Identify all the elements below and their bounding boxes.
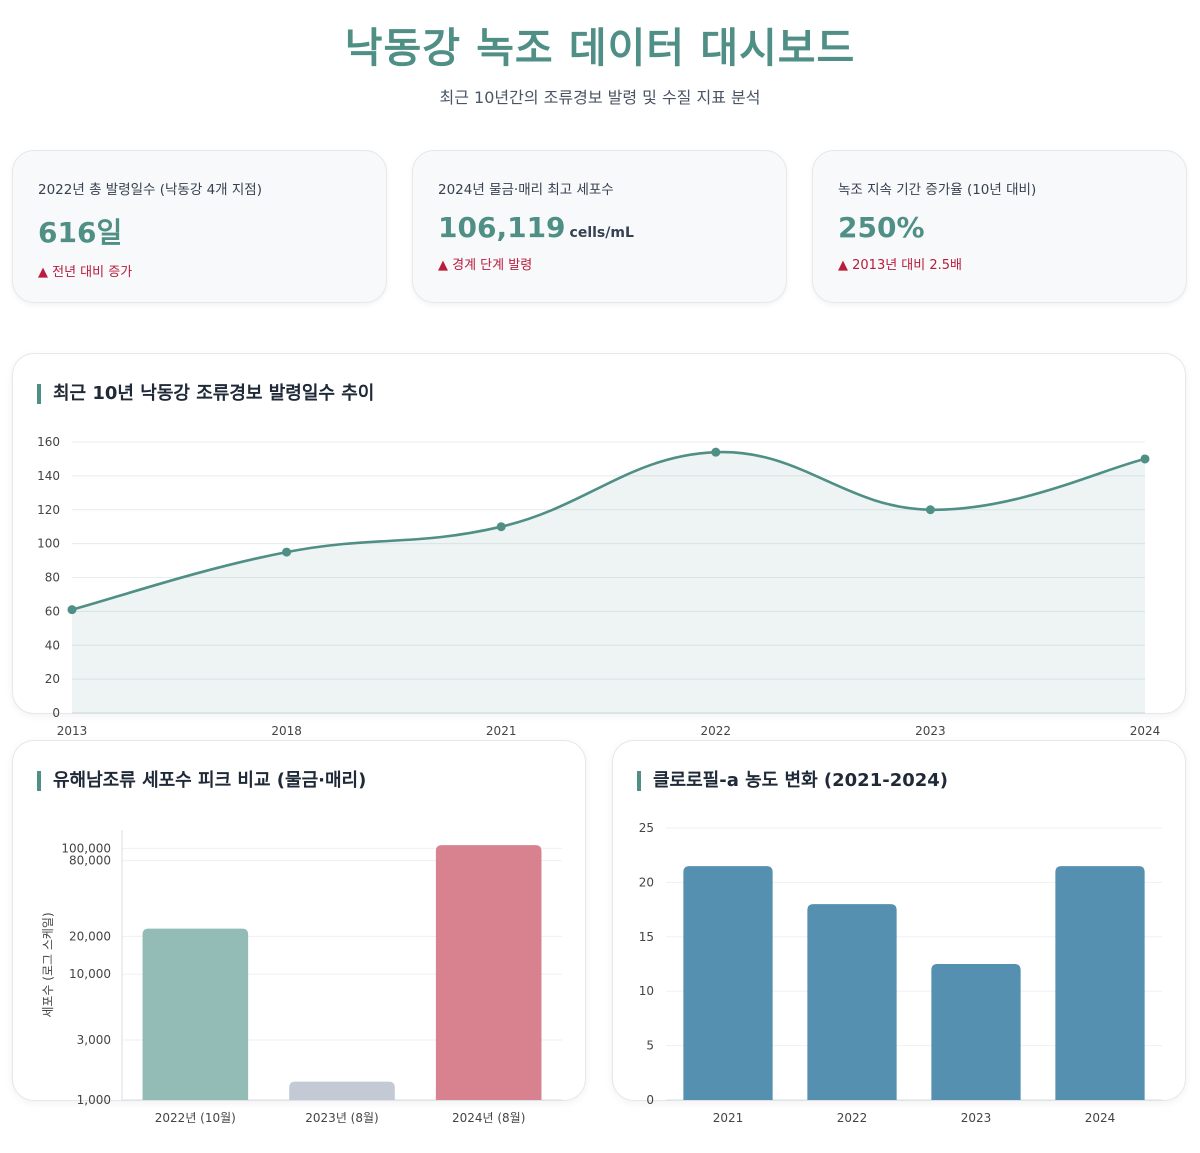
y-tick-label: 80,000 — [69, 854, 111, 868]
x-tick-label: 2023년 (8월) — [305, 1111, 378, 1125]
x-tick-label: 2024 — [1130, 724, 1161, 738]
data-point — [496, 522, 506, 532]
y-tick-label: 60 — [45, 604, 60, 618]
bar — [289, 1081, 395, 1100]
page-subtitle: 최근 10년간의 조류경보 발령 및 수질 지표 분석 — [439, 88, 761, 107]
x-tick-label: 2023 — [915, 724, 946, 738]
kpi-card-cell-count: 2024년 물금·매리 최고 세포수 106,119 cells/mL ▲ 경계 … — [412, 150, 787, 303]
y-tick-label: 140 — [37, 469, 60, 483]
data-point — [1140, 454, 1150, 464]
y-tick-label: 0 — [52, 706, 60, 720]
y-tick-label: 1,000 — [77, 1093, 111, 1107]
series-line — [71, 450, 1146, 611]
kpi-value: 616일 — [38, 216, 123, 249]
y-tick-label: 100,000 — [61, 841, 111, 855]
x-tick-label: 2024 — [1085, 1111, 1116, 1125]
kpi-value: 106,119 — [438, 211, 566, 244]
page-title: 낙동강 녹조 데이터 대시보드 — [344, 24, 856, 72]
chlorophyll-chart-title: 클로로필-a 농도 변화 (2021-2024) — [637, 771, 948, 791]
trend-chart-card: 최근 10년 낙동강 조류경보 발령일수 추이 — [12, 353, 1186, 714]
x-tick-label: 2021 — [486, 724, 517, 738]
kpi-card-alert-days: 2022년 총 발령일수 (낙동강 4개 지점) 616일 ▲ 전년 대비 증가 — [12, 150, 387, 303]
y-axis-label: 세포수 (로그 스케일) — [41, 912, 55, 1017]
kpi-change: ▲ 2013년 대비 2.5배 — [838, 258, 962, 273]
data-point — [711, 447, 721, 457]
bar — [435, 845, 542, 1100]
bar — [807, 904, 897, 1100]
y-tick-label: 20,000 — [69, 929, 111, 943]
y-tick-label: 80 — [45, 571, 60, 585]
data-point — [67, 605, 77, 615]
bar — [683, 866, 773, 1100]
kpi-label: 녹조 지속 기간 증가율 (10년 대비) — [838, 182, 1037, 198]
y-tick-label: 100 — [37, 537, 60, 551]
y-tick-label: 10,000 — [69, 967, 111, 981]
y-tick-label: 0 — [646, 1093, 654, 1107]
x-tick-label: 2013 — [57, 724, 88, 738]
page-header: 낙동강 녹조 데이터 대시보드 최근 10년간의 조류경보 발령 및 수질 지표… — [0, 14, 1200, 108]
kpi-change: ▲ 경계 단계 발령 — [438, 258, 533, 273]
y-tick-label: 3,000 — [77, 1033, 111, 1047]
kpi-change: ▲ 전년 대비 증가 — [38, 265, 133, 280]
y-tick-label: 10 — [639, 984, 654, 998]
y-tick-label: 20 — [639, 875, 654, 889]
x-tick-label: 2024년 (8월) — [452, 1111, 525, 1125]
x-tick-label: 2022 — [837, 1111, 868, 1125]
kpi-label: 2024년 물금·매리 최고 세포수 — [438, 182, 614, 198]
cell-count-chart-title: 유해남조류 세포수 피크 비교 (물금·매리) — [37, 771, 366, 791]
kpi-unit: cells/mL — [569, 225, 634, 241]
y-tick-label: 160 — [37, 435, 60, 449]
x-tick-label: 2018 — [271, 724, 302, 738]
y-tick-label: 5 — [646, 1039, 654, 1053]
y-tick-label: 15 — [639, 930, 654, 944]
y-tick-label: 120 — [37, 503, 60, 517]
data-point — [925, 505, 935, 515]
x-tick-label: 2021 — [713, 1111, 744, 1125]
bar — [1055, 866, 1145, 1100]
x-tick-label: 2022년 (10월) — [155, 1111, 236, 1125]
y-tick-label: 25 — [639, 821, 654, 835]
trend-chart-title: 최근 10년 낙동강 조류경보 발령일수 추이 — [37, 384, 374, 404]
series-area-fill — [72, 452, 1145, 713]
kpi-card-duration-increase: 녹조 지속 기간 증가율 (10년 대비) 250% ▲ 2013년 대비 2.… — [812, 150, 1187, 303]
x-tick-label: 2023 — [961, 1111, 992, 1125]
kpi-label: 2022년 총 발령일수 (낙동강 4개 지점) — [38, 182, 262, 198]
bar — [931, 964, 1021, 1100]
data-point — [282, 547, 292, 557]
bar — [142, 928, 249, 1100]
x-tick-label: 2022 — [701, 724, 732, 738]
y-tick-label: 20 — [45, 672, 60, 686]
y-tick-label: 40 — [45, 638, 60, 652]
kpi-value: 250% — [838, 211, 925, 244]
